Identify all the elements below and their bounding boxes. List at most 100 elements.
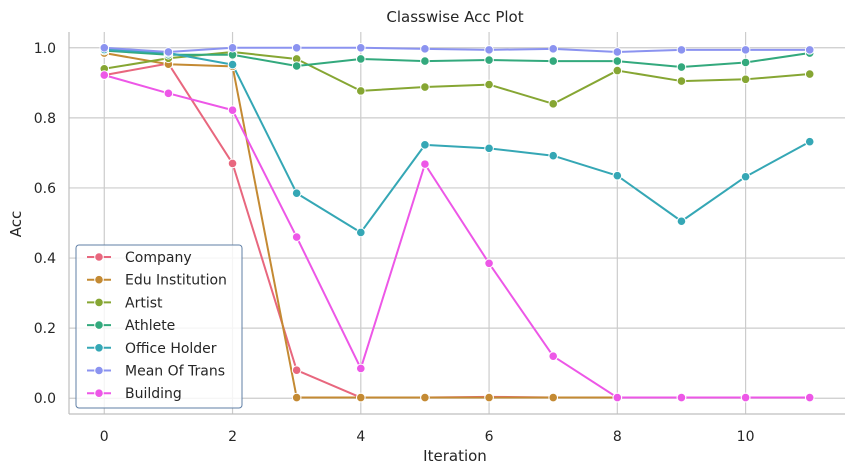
data-point-office-holder (612, 170, 623, 181)
data-point-mean-of-trans (227, 42, 238, 53)
legend-label-athlete: Athlete (125, 318, 175, 334)
data-point-athlete (420, 56, 430, 66)
x-axis-label: Iteration (423, 447, 487, 465)
data-point-athlete (356, 54, 366, 64)
x-tick-label: 2 (228, 429, 237, 445)
data-point-athlete (612, 56, 623, 66)
data-point-mean-of-trans (99, 42, 110, 53)
data-point-edu-institution (484, 392, 494, 403)
data-point-mean-of-trans (356, 42, 366, 53)
data-point-mean-of-trans (740, 45, 751, 55)
data-point-athlete (484, 55, 494, 65)
y-tick-label: 1.0 (34, 41, 56, 57)
data-point-office-holder (484, 143, 494, 154)
data-point-artist (676, 76, 687, 86)
series-line-artist (104, 50, 810, 105)
y-tick-label: 0.8 (34, 111, 56, 127)
data-point-edu-institution (548, 392, 558, 403)
y-tick-label: 0.2 (34, 321, 56, 337)
data-point-mean-of-trans (676, 45, 687, 55)
y-axis-label: Acc (7, 211, 25, 238)
data-point-artist (484, 79, 494, 90)
y-tick-label: 0.6 (34, 181, 56, 197)
data-point-building (484, 258, 494, 269)
data-point-building (420, 159, 430, 169)
legend-label-artist: Artist (125, 295, 163, 311)
series-markers (99, 42, 815, 403)
data-point-company (227, 158, 238, 169)
legend-box (75, 244, 243, 409)
data-point-building (99, 70, 110, 80)
data-point-office-holder (804, 136, 815, 147)
data-point-mean-of-trans (291, 42, 302, 53)
data-point-mean-of-trans (163, 47, 174, 57)
x-tick-label: 4 (356, 429, 365, 445)
legend-marker-artist (94, 297, 104, 308)
legend-marker-edu-institution (94, 274, 104, 285)
y-tick-label: 0.0 (34, 391, 56, 407)
data-point-mean-of-trans (420, 44, 430, 54)
data-point-building (740, 392, 751, 403)
data-point-building (548, 351, 558, 361)
x-tick-label: 8 (613, 429, 622, 445)
data-point-artist (804, 69, 815, 79)
legend: Company Edu Institution Artist Athlete Offic… (75, 244, 243, 409)
data-point-office-holder (356, 227, 366, 238)
data-point-edu-institution (291, 392, 302, 403)
data-point-building (291, 232, 302, 242)
data-point-office-holder (420, 140, 430, 150)
y-tick-label: 0.4 (34, 251, 56, 267)
data-point-artist (612, 65, 623, 76)
data-point-artist (420, 82, 430, 92)
series-line-office-holder (104, 48, 811, 234)
data-point-athlete (291, 61, 302, 71)
data-point-office-holder (676, 216, 687, 227)
legend-marker-athlete (94, 320, 104, 330)
legend-marker-mean-of-trans (94, 365, 104, 376)
legend-label-mean-of-trans: Mean Of Trans (125, 364, 225, 380)
series-line-mean-of-trans (104, 46, 810, 53)
x-tick-label: 6 (485, 429, 494, 445)
legend-label-company: Company (125, 250, 192, 266)
data-point-building (356, 363, 366, 374)
legend-label-building: Building (125, 386, 182, 402)
data-point-building (227, 105, 238, 115)
data-point-edu-institution (420, 392, 430, 403)
legend-marker-office-holder (94, 343, 104, 353)
legend-label-edu-institution: Edu Institution (125, 273, 227, 289)
series-line-building (103, 74, 810, 399)
data-point-artist (740, 74, 751, 85)
data-point-building (163, 88, 174, 99)
data-point-athlete (676, 62, 687, 72)
data-point-artist (548, 99, 558, 109)
data-point-office-holder (548, 150, 558, 161)
legend-marker-building (94, 388, 104, 399)
x-tick-label: 10 (737, 429, 755, 445)
data-point-building (804, 392, 815, 403)
data-point-edu-institution (356, 392, 366, 403)
legend-marker-company (94, 252, 104, 262)
data-point-artist (356, 86, 366, 96)
data-point-mean-of-trans (612, 47, 623, 57)
y-tick-labels: 0.0 0.2 0.4 0.6 0.8 1.0 (34, 41, 56, 407)
data-point-mean-of-trans (484, 45, 494, 55)
data-point-office-holder (740, 171, 751, 182)
data-point-building (612, 392, 623, 403)
data-point-mean-of-trans (548, 44, 558, 54)
legend-label-office-holder: Office Holder (125, 341, 217, 357)
series-lines (103, 46, 811, 399)
data-point-building (676, 392, 687, 403)
x-tick-label: 0 (100, 429, 109, 445)
data-point-office-holder (291, 188, 302, 199)
data-point-company (291, 365, 302, 375)
series-line-athlete (104, 49, 810, 69)
legend-items: Company Edu Institution Artist Athlete Offic… (87, 250, 227, 402)
axes (68, 32, 845, 415)
data-point-office-holder (227, 59, 238, 70)
data-point-athlete (740, 57, 751, 68)
chart-title: Classwise Acc Plot (386, 8, 523, 26)
x-tick-labels: 0 2 4 6 8 10 (100, 429, 755, 445)
data-point-athlete (548, 56, 558, 66)
data-point-mean-of-trans (804, 45, 815, 55)
